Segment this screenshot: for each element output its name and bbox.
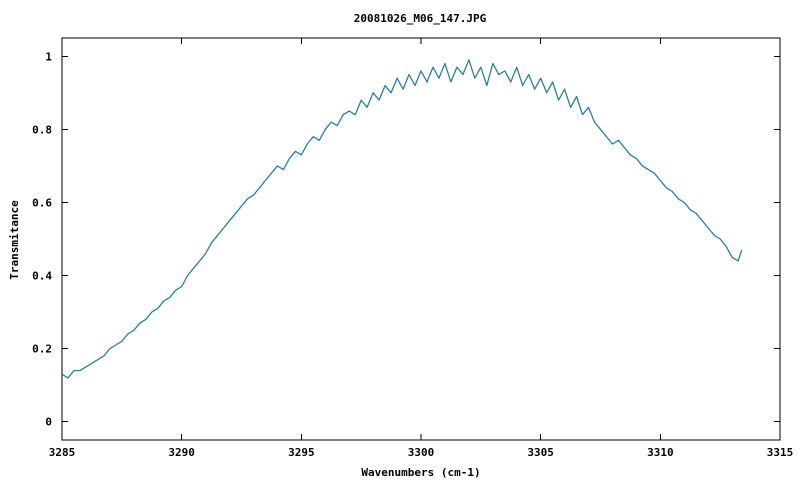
- x-tick-label: 3290: [168, 446, 195, 459]
- chart-title: 20081026_M06_147.JPG: [354, 12, 487, 25]
- x-tick-label: 3295: [288, 446, 315, 459]
- x-tick-label: 3285: [49, 446, 76, 459]
- x-axis-label: Wavenumbers (cm-1): [361, 466, 480, 479]
- y-axis: 0 0.2 0.4 0.6 0.8 1: [32, 50, 780, 429]
- plot-frame: [61, 37, 781, 441]
- transmitance-series-line: [61, 59, 743, 379]
- x-tick-label: 3310: [647, 446, 674, 459]
- y-tick-label: 0: [45, 416, 52, 429]
- y-axis-label: Transmitance: [8, 200, 21, 280]
- x-tick-label: 3300: [408, 446, 435, 459]
- x-axis: 3285 3290 3295 3300 3305 3310 3315: [49, 38, 794, 459]
- x-tick-label: 3305: [527, 446, 554, 459]
- x-tick-label: 3315: [767, 446, 794, 459]
- y-tick-label: 1: [45, 50, 52, 63]
- y-tick-label: 0.2: [32, 343, 52, 356]
- y-tick-label: 0.8: [32, 123, 52, 136]
- y-tick-label: 0.4: [32, 270, 52, 283]
- y-tick-label: 0.6: [32, 196, 52, 209]
